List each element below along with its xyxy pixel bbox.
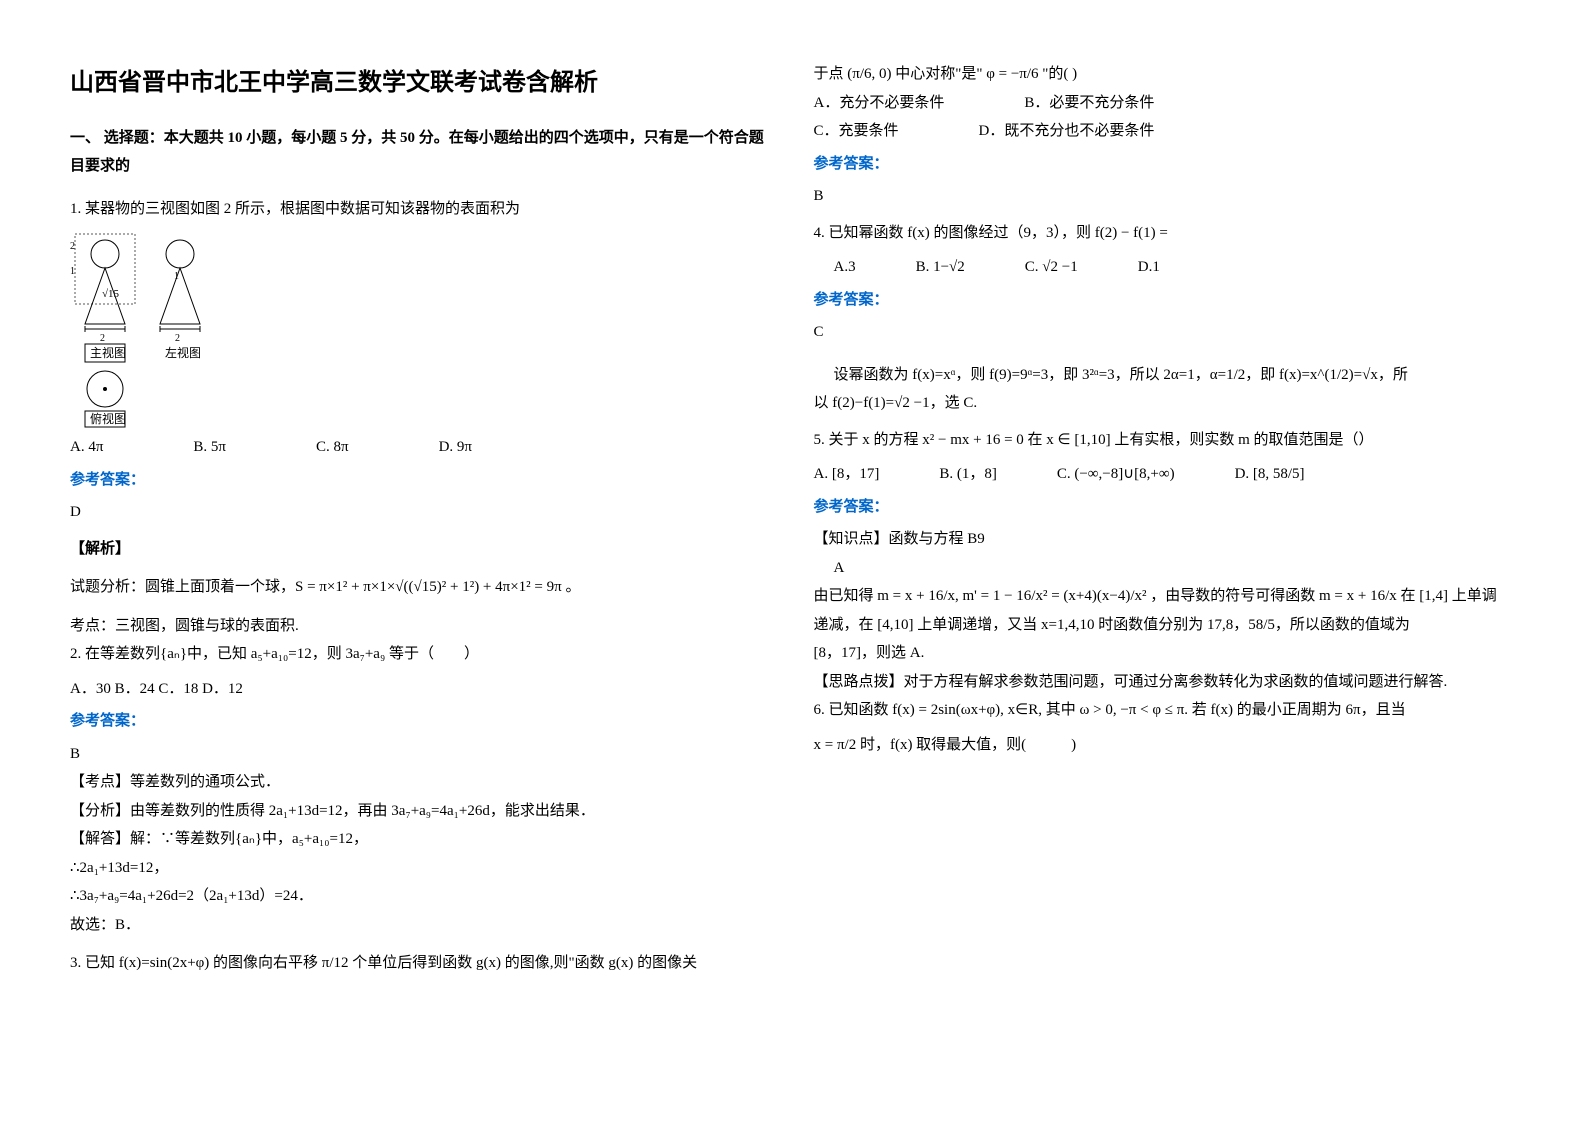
right-column: 于点 (π/6, 0) 中心对称"是" φ = −π/6 "的( ) A．充分不… [794, 60, 1538, 1092]
q2-l2: 【分析】由等差数列的性质得 2a₁+13d=12，再由 3a₇+a₉=4a₁+2… [70, 797, 774, 826]
q2-l4: ∴2a₁+13d=12， [70, 854, 774, 883]
q5-l1: 【知识点】函数与方程 B9 [814, 525, 1518, 554]
q2-opts: A．30 B．24 C．18 D．12 [70, 675, 774, 704]
q2-l1: 【考点】等差数列的通项公式． [70, 768, 774, 797]
q4-exp1: 设幂函数为 f(x)=xᵅ，则 f(9)=9ᵅ=3，即 3²ᵅ=3，所以 2α=… [834, 361, 1518, 390]
svg-text:主视图: 主视图 [90, 345, 126, 360]
q5-l5: 【思路点拨】对于方程有解求参数范围问题，可通过分离参数转化为求函数的值域问题进行… [814, 668, 1518, 697]
q5-ans-label: 参考答案： [814, 493, 1518, 522]
page-title: 山西省晋中市北王中学高三数学文联考试卷含解析 [70, 60, 774, 106]
q5-optD: D. [8, 58/5] [1235, 460, 1305, 489]
svg-text:1: 1 [70, 266, 75, 277]
q2-l5: ∴3a₇+a₉=4a₁+26d=2（2a₁+13d）=24． [70, 882, 774, 911]
q1-optC: C. 8π [316, 433, 349, 462]
q3-ans: B [814, 182, 1518, 211]
svg-text:√15: √15 [102, 288, 120, 300]
q6-stem2: x = π/2 时，f(x) 取得最大值，则( ) [814, 731, 1518, 760]
q5-optA: A. [8，17] [814, 460, 880, 489]
svg-text:左视图: 左视图 [165, 345, 201, 360]
q1-exp1: 试题分析：圆锥上面顶着一个球，S = π×1² + π×1×√((√15)² +… [70, 573, 774, 602]
q5-ans: A [834, 554, 1518, 583]
q1-exp2: 考点：三视图，圆锥与球的表面积. [70, 612, 774, 641]
q5-optB: B. (1，8] [939, 460, 997, 489]
q3-optD: D．既不充分也不必要条件 [979, 117, 1155, 146]
svg-text:2: 2 [100, 333, 105, 344]
svg-text:俯视图: 俯视图 [90, 411, 126, 426]
q3-optA: A．充分不必要条件 [814, 89, 945, 118]
q4-optA: A.3 [834, 253, 856, 282]
q5-l2: 由已知得 m = x + 16/x, m' = 1 − 16/x² = (x+4… [814, 582, 1518, 611]
q1-ans: D [70, 498, 774, 527]
q2-ans: B [70, 740, 774, 769]
q4-optC: C. √2 −1 [1025, 253, 1078, 282]
q1-stem: 1. 某器物的三视图如图 2 所示，根据图中数据可知该器物的表面积为 [70, 195, 774, 224]
svg-text:2: 2 [175, 333, 180, 344]
q4-ans: C [814, 318, 1518, 347]
q5-stem: 5. 关于 x 的方程 x² − mx + 16 = 0 在 x ∈ [1,10… [814, 426, 1518, 455]
section-intro: 一、 选择题：本大题共 10 小题，每小题 5 分，共 50 分。在每小题给出的… [70, 124, 774, 181]
q1-optD: D. 9π [439, 433, 472, 462]
q4-options: A.3 B. 1−√2 C. √2 −1 D.1 [834, 253, 1518, 282]
q4-optB: B. 1−√2 [916, 253, 965, 282]
svg-text:2: 2 [70, 241, 75, 252]
q4-exp2: 以 f(2)−f(1)=√2 −1，选 C. [814, 389, 1518, 418]
q2-stem: 2. 在等差数列{aₙ}中，已知 a₅+a₁₀=12，则 3a₇+a₉ 等于（ … [70, 640, 774, 669]
left-column: 山西省晋中市北王中学高三数学文联考试卷含解析 一、 选择题：本大题共 10 小题… [50, 60, 794, 1092]
q3-row1: A．充分不必要条件 B．必要不充分条件 [814, 89, 1518, 118]
q5-optC: C. (−∞,−8]∪[8,+∞) [1057, 460, 1175, 489]
q2-ans-label: 参考答案： [70, 707, 774, 736]
q5-l4: [8，17]，则选 A. [814, 639, 1518, 668]
q3-stem1: 3. 已知 f(x)=sin(2x+φ) 的图像向右平移 π/12 个单位后得到… [70, 949, 774, 978]
page: 山西省晋中市北王中学高三数学文联考试卷含解析 一、 选择题：本大题共 10 小题… [0, 0, 1587, 1122]
q2-l6: 故选：B． [70, 911, 774, 940]
q1-optB: B. 5π [193, 433, 226, 462]
q4-ans-label: 参考答案： [814, 286, 1518, 315]
q6-stem1: 6. 已知函数 f(x) = 2sin(ωx+φ), x∈R, 其中 ω > 0… [814, 696, 1518, 725]
q3-stem2: 于点 (π/6, 0) 中心对称"是" φ = −π/6 "的( ) [814, 60, 1518, 89]
q1-optA: A. 4π [70, 433, 103, 462]
q3-ans-label: 参考答案： [814, 150, 1518, 179]
q2-l3: 【解答】解：∵等差数列{aₙ}中，a₅+a₁₀=12， [70, 825, 774, 854]
q5-l3: 递减，在 [4,10] 上单调递增，又当 x=1,4,10 时函数值分别为 17… [814, 611, 1518, 640]
three-view-diagram: 2 1 √15 1 2 2 主视图 左视图 俯视图 [70, 229, 250, 429]
q3-optC: C．充要条件 [814, 117, 899, 146]
q1-options: A. 4π B. 5π C. 8π D. 9π [70, 433, 774, 462]
q4-stem: 4. 已知幂函数 f(x) 的图像经过（9，3），则 f(2) − f(1) = [814, 219, 1518, 248]
q3-row2: C．充要条件 D．既不充分也不必要条件 [814, 117, 1518, 146]
q1-ans-label: 参考答案： [70, 466, 774, 495]
q5-options: A. [8，17] B. (1，8] C. (−∞,−8]∪[8,+∞) D. … [814, 460, 1518, 489]
q1-exp-label: 【解析】 [70, 535, 774, 564]
q3-optB: B．必要不充分条件 [1024, 89, 1154, 118]
svg-text:1: 1 [174, 271, 179, 282]
q4-optD: D.1 [1138, 253, 1160, 282]
